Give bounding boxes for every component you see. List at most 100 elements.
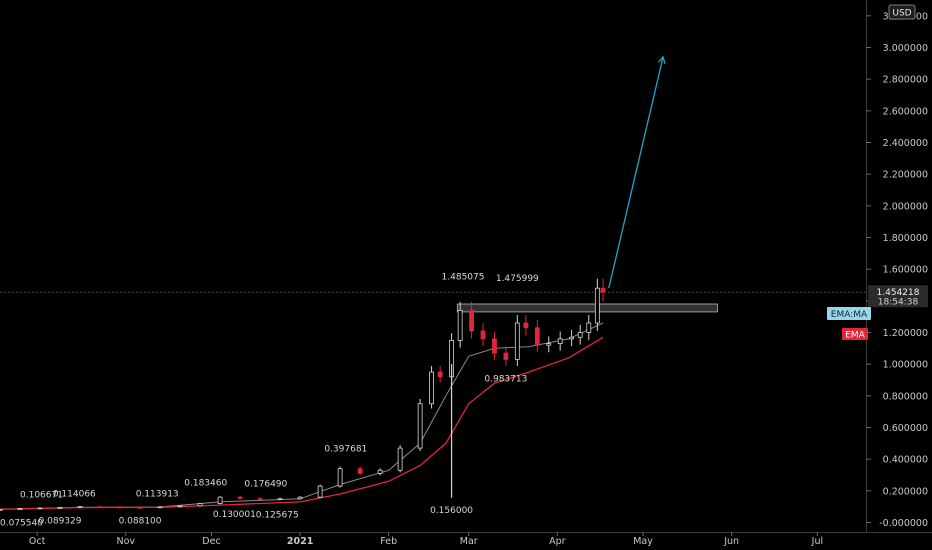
candle-up bbox=[337, 468, 343, 487]
candles-layer bbox=[0, 278, 606, 511]
candle-up bbox=[197, 503, 203, 507]
x-tick-label: Feb bbox=[380, 536, 397, 547]
y-tick-label: 0.800000 bbox=[883, 391, 928, 402]
y-tick-label: 0.600000 bbox=[883, 423, 928, 434]
price-annotation: 0.075540 bbox=[0, 519, 43, 529]
price-annotation: 0.113913 bbox=[136, 489, 179, 499]
candle-up bbox=[297, 496, 303, 500]
price-annotation: 0.983713 bbox=[484, 375, 527, 385]
candle-up bbox=[277, 498, 283, 501]
candle-down bbox=[480, 330, 486, 340]
candle-up bbox=[546, 343, 552, 346]
candle-up bbox=[514, 322, 520, 360]
resistance-zone bbox=[456, 303, 718, 313]
candle-up bbox=[429, 371, 434, 405]
price-annotation: 0.176490 bbox=[244, 480, 287, 490]
time-axis[interactable]: Oct Nov Dec 2021 Feb Mar Apr May Jun Jul bbox=[29, 532, 823, 547]
candle-down bbox=[503, 352, 509, 360]
x-tick-label: Jul bbox=[811, 536, 823, 547]
candle-up bbox=[377, 469, 383, 474]
candle-up bbox=[586, 322, 592, 333]
ema-badge-label: EMA bbox=[845, 331, 865, 341]
candle-up bbox=[557, 338, 563, 344]
candle-up bbox=[37, 507, 43, 510]
ema-ma-badge-box bbox=[827, 307, 871, 320]
x-tick-label: Jun bbox=[723, 536, 739, 547]
candle-down bbox=[492, 338, 497, 354]
currency-badge[interactable]: USD bbox=[888, 4, 916, 20]
ma-layer bbox=[0, 322, 604, 510]
candle-countdown: 18:54:38 bbox=[878, 298, 919, 308]
candle-up bbox=[594, 287, 600, 324]
ema-line bbox=[0, 336, 604, 510]
projection-arrow-layer bbox=[608, 55, 666, 289]
candle-up bbox=[57, 507, 63, 509]
price-annotation: 0.106671 bbox=[20, 491, 63, 501]
candle-up bbox=[17, 508, 23, 510]
candle-up bbox=[457, 309, 463, 341]
candle-down bbox=[437, 371, 443, 378]
x-tick-label: May bbox=[633, 536, 653, 547]
y-tick-label: 1.600000 bbox=[883, 265, 928, 276]
y-tick-label: 1.200000 bbox=[883, 328, 928, 339]
price-annotation: 1.475999 bbox=[496, 274, 539, 284]
y-tick-label: 1.800000 bbox=[883, 233, 928, 244]
candle-up bbox=[317, 485, 323, 498]
candle-up bbox=[417, 403, 423, 449]
candle-down bbox=[534, 327, 540, 346]
ema-badge-box bbox=[842, 328, 868, 340]
x-tick-label: Apr bbox=[549, 536, 566, 547]
candle-down bbox=[257, 498, 263, 500]
candle-down bbox=[600, 287, 606, 293]
price-annotation: 0.114066 bbox=[53, 489, 96, 499]
ma-line bbox=[0, 322, 604, 510]
price-annotation: 0.397681 bbox=[324, 445, 367, 455]
candle-up bbox=[0, 508, 3, 511]
candle-up bbox=[397, 447, 403, 471]
candle-up bbox=[77, 506, 83, 509]
candle-down bbox=[137, 506, 143, 509]
x-tick-label: Dec bbox=[202, 536, 220, 547]
y-tick-label: 2.000000 bbox=[883, 201, 928, 212]
y-tick-label: 2.400000 bbox=[883, 138, 928, 149]
candle-up bbox=[177, 505, 183, 508]
ema-ma-badge[interactable]: EMA:MA bbox=[827, 307, 871, 320]
candle-down bbox=[469, 309, 474, 332]
last-price-value: 1.454218 bbox=[877, 288, 920, 298]
y-tick-label: 2.800000 bbox=[883, 75, 928, 86]
candle-down bbox=[523, 322, 529, 329]
x-tick-label: Mar bbox=[460, 536, 478, 547]
x-tick-label: 2021 bbox=[287, 536, 313, 547]
y-tick-label: 1.000000 bbox=[883, 360, 928, 371]
candle-down bbox=[117, 506, 123, 509]
x-tick-label: Oct bbox=[29, 536, 46, 547]
price-annotation: 1.485075 bbox=[442, 272, 485, 282]
y-tick-label: 2.600000 bbox=[883, 106, 928, 117]
y-tick-label: 0.400000 bbox=[883, 455, 928, 466]
currency-badge-label: USD bbox=[892, 9, 911, 19]
projection-arrow-head bbox=[657, 55, 666, 64]
candle-down bbox=[357, 468, 363, 474]
resistance-zone-layer bbox=[0, 291, 866, 313]
annotation-layer: 0.075540 0.106671 0.089329 0.114066 0.088100… bbox=[0, 272, 539, 528]
price-annotation: 0.130001 bbox=[213, 510, 256, 520]
ema-badge[interactable]: EMA bbox=[842, 328, 868, 341]
price-annotation: 0.156000 bbox=[430, 506, 473, 516]
price-annotation: 0.125675 bbox=[256, 511, 299, 521]
candle-down bbox=[97, 506, 103, 509]
ema-ma-badge-label: EMA:MA bbox=[831, 310, 868, 320]
y-tick-label: -0.000000 bbox=[879, 518, 928, 529]
price-annotation: 0.088100 bbox=[119, 517, 162, 527]
candle-down bbox=[237, 496, 243, 499]
projection-arrow-line bbox=[608, 56, 664, 289]
x-tick-label: Nov bbox=[116, 536, 135, 547]
candle-up bbox=[157, 506, 163, 509]
y-tick-label: 2.200000 bbox=[883, 170, 928, 181]
price-annotation: 0.089329 bbox=[39, 516, 82, 526]
y-tick-label: 0.200000 bbox=[883, 486, 928, 497]
last-price-badge: 1.454218 18:54:38 bbox=[868, 285, 928, 308]
y-tick-label: 3.000000 bbox=[883, 43, 928, 54]
candle-up bbox=[569, 336, 575, 340]
